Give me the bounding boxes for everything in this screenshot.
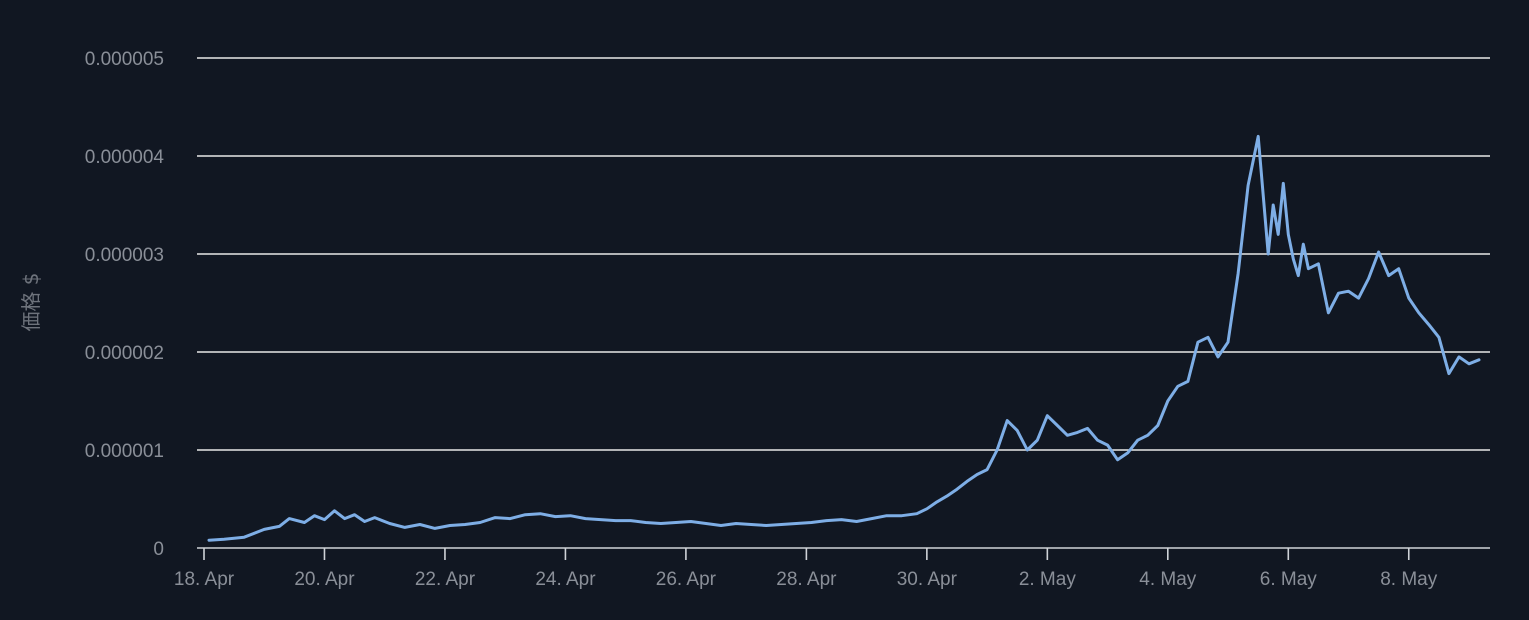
x-tick-label: 22. Apr xyxy=(415,569,476,590)
x-tick-label: 2. May xyxy=(1019,569,1077,590)
y-axis-title: 価格 $ xyxy=(19,272,43,331)
x-tick-label: 26. Apr xyxy=(656,569,717,590)
y-tick-label: 0.000003 xyxy=(85,245,164,266)
x-tick-label: 30. Apr xyxy=(897,569,958,590)
y-tick-label: 0.000004 xyxy=(85,147,165,168)
x-tick-label: 24. Apr xyxy=(535,569,596,590)
y-tick-label: 0 xyxy=(153,539,164,560)
x-tick-label: 28. Apr xyxy=(776,569,837,590)
y-tick-label: 0.000001 xyxy=(85,441,164,462)
x-tick-label: 18. Apr xyxy=(174,569,235,590)
x-tick-label: 20. Apr xyxy=(294,569,355,590)
series-layer xyxy=(207,134,1481,542)
x-axis: 18. Apr 20. Apr 22. Apr 24. Apr 26. Apr 28. A… xyxy=(174,547,1490,590)
x-tick-label: 8. May xyxy=(1380,569,1438,590)
gridlines xyxy=(197,57,1490,451)
x-tick-label: 4. May xyxy=(1139,569,1197,590)
price-series-line xyxy=(207,134,1481,542)
y-tick-label: 0.000002 xyxy=(85,343,164,364)
y-axis-tick-labels: 0 0.000001 0.000002 0.000003 0.000004 0.00000… xyxy=(85,49,165,560)
y-tick-label: 0.000005 xyxy=(85,49,164,70)
x-tick-label: 6. May xyxy=(1260,569,1318,590)
